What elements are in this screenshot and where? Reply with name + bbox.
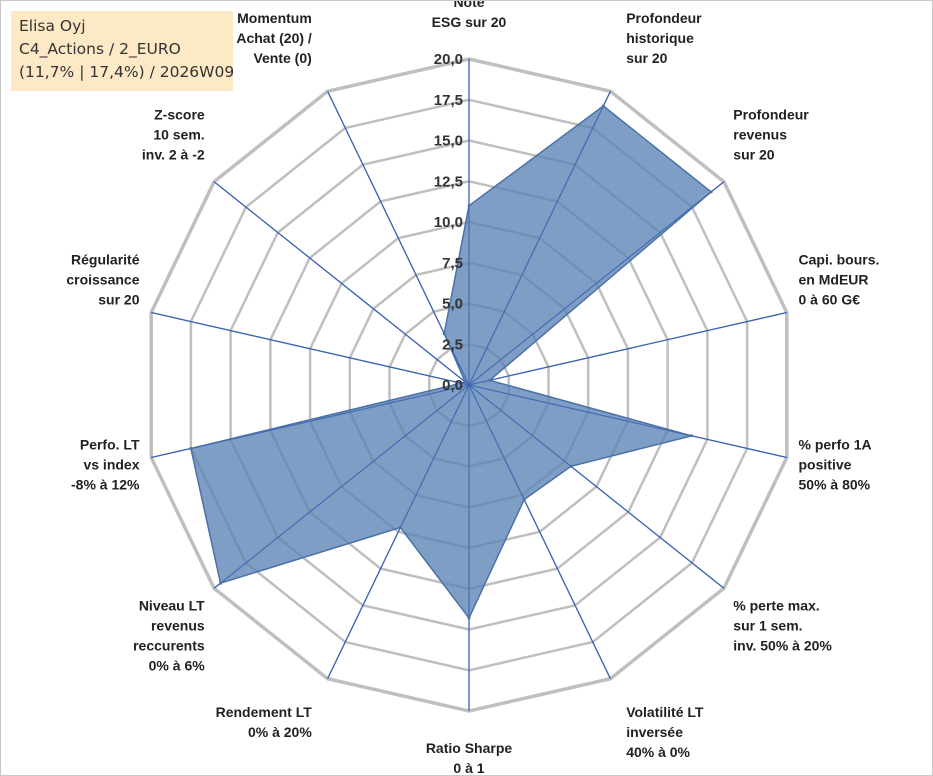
tick-label: 12,5 xyxy=(434,173,463,190)
tick-label: 0,0 xyxy=(442,377,463,394)
data-point-11 xyxy=(189,447,193,450)
axis-label-12: sur 20 xyxy=(98,291,139,307)
axis-label-14: Vente (0) xyxy=(253,50,311,66)
axis-label-10: Niveau LT xyxy=(139,598,205,614)
axis-label-13: Z-score xyxy=(154,106,205,122)
axis-spoke-overlay-10 xyxy=(213,384,470,589)
axis-label-1: ESG sur 20 xyxy=(432,14,507,30)
axis-spoke-overlay-4 xyxy=(468,312,787,386)
axis-label-12: croissance xyxy=(66,271,139,287)
axis-spoke-overlay-5 xyxy=(468,384,787,458)
axis-label-6: sur 1 sem. xyxy=(733,618,802,634)
axis-label-4: Capi. bours. xyxy=(799,251,880,267)
data-point-8 xyxy=(467,616,471,620)
series-layer xyxy=(151,59,787,711)
axis-label-9: Rendement LT xyxy=(216,704,313,720)
axis-label-2: sur 20 xyxy=(626,50,667,66)
axis-label-10: revenus xyxy=(151,618,205,634)
axis-label-9: 0% à 20% xyxy=(248,724,312,740)
tick-label: 15,0 xyxy=(434,133,463,150)
tick-label: 2,5 xyxy=(442,336,463,353)
axis-label-11: vs index xyxy=(83,457,139,473)
axis-label-3: sur 20 xyxy=(733,146,774,162)
data-point-5 xyxy=(690,434,693,438)
axis-label-10: 0% à 6% xyxy=(149,658,206,674)
axis-spoke-overlay-7 xyxy=(468,384,611,679)
axis-spoke-overlay-3 xyxy=(468,181,725,386)
axis-label-3: revenus xyxy=(733,126,787,142)
axis-label-1: Note xyxy=(453,1,484,10)
tick-label: 17,5 xyxy=(434,92,463,109)
axis-label-13: 10 sem. xyxy=(153,126,204,142)
data-point-10 xyxy=(219,581,222,585)
axis-spoke-overlay-9 xyxy=(327,384,470,679)
axis-label-7: 40% à 0% xyxy=(626,744,690,760)
axis-label-12: Régularité xyxy=(71,251,140,267)
data-point-12 xyxy=(459,381,463,385)
label-layer: Note ESG sur 20 Profondeur historique sur 20… xyxy=(66,1,879,775)
axis-label-5: positive xyxy=(799,457,852,473)
data-point-13 xyxy=(463,380,467,384)
axis-label-11: -8% à 12% xyxy=(71,477,140,493)
axis-label-5: 50% à 80% xyxy=(799,477,871,493)
axis-label-14: Momentum xyxy=(237,10,312,26)
axis-spoke-overlay-6 xyxy=(468,384,725,589)
tick-label: 20,0 xyxy=(434,51,463,68)
data-point-6 xyxy=(569,464,573,468)
axis-label-4: 0 à 60 G€ xyxy=(799,291,861,307)
data-point-4 xyxy=(488,378,492,382)
axis-label-7: inversée xyxy=(626,724,683,740)
data-point-2 xyxy=(601,104,605,108)
data-point-7 xyxy=(522,498,526,501)
axis-label-3: Profondeur xyxy=(733,106,809,122)
axis-label-10: reccurents xyxy=(133,638,205,654)
axis-spoke-overlay-2 xyxy=(468,91,611,386)
axis-label-6: inv. 50% à 20% xyxy=(733,638,832,654)
axis-spoke-overlay-12 xyxy=(151,312,470,386)
data-point-9 xyxy=(398,526,402,529)
tick-layer: 0,0 2,5 5,0 7,5 10,0 12,5 15,0 17,5 20,0 xyxy=(434,51,463,394)
axis-label-4: en MdEUR xyxy=(799,271,869,287)
data-point-14 xyxy=(442,332,446,336)
tick-label: 10,0 xyxy=(434,214,463,231)
company-name: Elisa Oyj xyxy=(19,17,86,35)
tick-label: 5,0 xyxy=(442,296,463,313)
axis-label-5: % perfo 1A xyxy=(799,437,872,453)
axis-label-11: Perfo. LT xyxy=(80,437,140,453)
axis-label-14: Achat (20) / xyxy=(236,30,312,46)
data-point-1 xyxy=(467,204,471,208)
axis-spoke-overlay-13 xyxy=(213,181,470,386)
axis-label-8: Ratio Sharpe xyxy=(426,740,513,756)
axis-spoke-overlay-11 xyxy=(151,384,470,458)
axis-label-13: inv. 2 à -2 xyxy=(142,146,205,162)
data-point-3 xyxy=(709,190,713,194)
portfolio-name: C4_Actions / 2_EURO xyxy=(19,40,181,58)
axis-label-6: % perte max. xyxy=(733,598,819,614)
info-box: Elisa Oyj C4_Actions / 2_EURO (11,7% | 1… xyxy=(11,11,235,91)
axis-label-2: historique xyxy=(626,30,694,46)
axis-label-2: Profondeur xyxy=(626,10,702,26)
axis-label-7: Volatilité LT xyxy=(626,704,704,720)
axis-spoke-overlay-14 xyxy=(327,91,470,386)
portfolio-stats: (11,7% | 17,4%) / 2026W09 xyxy=(19,63,235,81)
axis-label-8: 0 à 1 xyxy=(453,760,484,775)
tick-label: 7,5 xyxy=(442,255,463,272)
